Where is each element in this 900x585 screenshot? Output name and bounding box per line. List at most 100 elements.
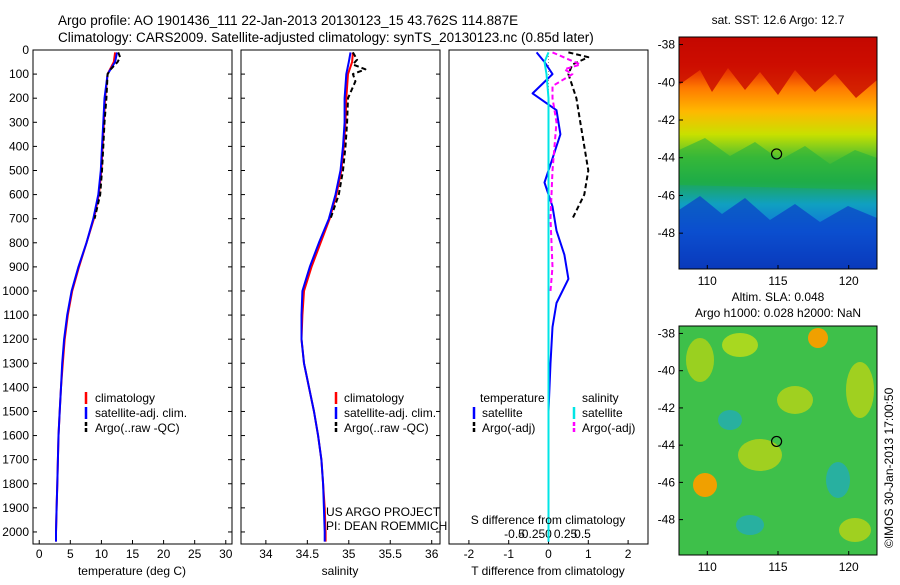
map-x-tick-label: 110: [698, 274, 717, 288]
difference-series: [531, 51, 590, 542]
sla-map-panel: Altim. SLA: 0.048 Argo h1000: 0.028 h200…: [658, 290, 878, 574]
depth-tick-label: 1200: [2, 332, 29, 346]
series-line-temperature-satellite: [531, 51, 570, 542]
temperature-panel: 0100200300400500600700800900100011001200…: [2, 43, 232, 578]
temperature-plot-frame: [32, 49, 233, 545]
x-tick-label: 30: [219, 547, 233, 561]
legend-label-sal-argo: Argo(-adj): [582, 421, 635, 435]
sla-anomaly: [693, 473, 717, 497]
top-tick-label: 0.25: [554, 527, 578, 541]
x-tick-label: 35: [342, 547, 356, 561]
legend-label-argo: Argo(..raw -QC): [344, 421, 429, 435]
sst-warm-front: [679, 37, 877, 98]
header-line-2: Climatology: CARS2009. Satellite-adjuste…: [58, 30, 594, 45]
legend-label-argo: Argo(..raw -QC): [95, 421, 180, 435]
temperature-axis: 0 5 10 15 20 25 30: [36, 540, 233, 561]
credit-text: ©IMOS 30-Jan-2013 17:00:50: [882, 387, 896, 548]
sla-anomaly: [839, 518, 871, 542]
legend-label-satellite: satellite-adj. clim.: [95, 406, 187, 420]
map-y-tick-label: -46: [658, 188, 676, 202]
difference-panel: -2 -1 0 1 2 -0.5-0.25 0 0.250.5 T difference f…: [448, 49, 649, 578]
x-tick-label: 5: [67, 547, 74, 561]
depth-tick-label: 500: [9, 163, 29, 177]
temperature-legend: climatology satellite-adj. clim. Argo(..…: [84, 391, 187, 435]
legend-label-temp-satellite: satellite: [482, 406, 523, 420]
depth-tick-label: 1600: [2, 429, 29, 443]
depth-tick-label: 200: [9, 91, 29, 105]
x-tick-label: -2: [464, 547, 475, 561]
sla-anomaly: [826, 462, 850, 498]
x-tick-label: 0: [36, 547, 43, 561]
sla-anomaly: [777, 386, 813, 414]
top-tick-label: -0.25: [518, 527, 546, 541]
temperature-series: [55, 52, 122, 542]
header-line-1: Argo profile: AO 1901436_111 22-Jan-2013…: [58, 13, 518, 28]
legend-label-climatology: climatology: [95, 391, 155, 405]
depth-tick-label: 0: [22, 43, 29, 57]
temperature-xlabel: temperature (deg C): [78, 564, 186, 578]
legend-label-sal-satellite: satellite: [582, 406, 623, 420]
depth-tick-label: 1700: [2, 453, 29, 467]
s-difference-xlabel: S difference from climatology: [471, 513, 626, 527]
sla-anomaly: [722, 333, 758, 357]
series-line-salinity-satellite: [543, 52, 550, 542]
depth-tick-label: 1500: [2, 404, 29, 418]
series-line-argo-raw-qc-: [329, 51, 367, 220]
legend-title-salinity: salinity: [582, 391, 619, 405]
x-tick-label: 15: [126, 547, 140, 561]
depth-tick-label: 800: [9, 236, 29, 250]
top-tick-label: -0.5: [504, 527, 525, 541]
t-difference-xlabel: T difference from climatology: [471, 564, 625, 578]
sst-map-panel: sat. SST: 12.6 Argo: 12.7 110 115 120 -38 -4…: [658, 13, 878, 288]
salinity-series: [300, 51, 367, 542]
sst-map-axes: 110 115 120 -38 -40 -42 -44 -46 -48: [658, 38, 859, 288]
sla-map-title-1: Altim. SLA: 0.048: [732, 290, 825, 304]
depth-tick-label: 400: [9, 139, 29, 153]
x-tick-label: 36: [425, 547, 439, 561]
sla-float-position-marker: [770, 435, 783, 448]
map-y-tick-label: -40: [658, 75, 676, 89]
map-y-tick-label: -38: [658, 326, 676, 340]
salinity-depth-ticks: [241, 49, 440, 533]
depth-tick-label: 1900: [2, 501, 29, 515]
x-tick-label: 20: [157, 547, 171, 561]
x-tick-label: 10: [95, 547, 109, 561]
difference-legend: temperature salinity satellite Argo(-adj…: [472, 391, 635, 435]
sla-map-title-2: Argo h1000: 0.028 h2000: NaN: [695, 306, 861, 320]
x-tick-label: 25: [188, 547, 202, 561]
depth-tick-label: 900: [9, 260, 29, 274]
salinity-xlabel: salinity: [322, 564, 359, 578]
sla-anomaly: [718, 410, 742, 430]
map-x-tick-label: 120: [839, 274, 859, 288]
depth-tick-label: 1300: [2, 356, 29, 370]
depth-tick-label: 1800: [2, 477, 29, 491]
legend-label-climatology: climatology: [344, 391, 404, 405]
depth-tick-label: 1400: [2, 380, 29, 394]
map-y-tick-label: -48: [658, 226, 676, 240]
project-annotation: US ARGO PROJECT: [326, 505, 441, 519]
legend-label-satellite: satellite-adj. clim.: [344, 406, 436, 420]
sst-cold-front: [679, 196, 877, 269]
sla-anomaly: [808, 328, 828, 348]
x-tick-label: 0: [545, 547, 552, 561]
x-tick-label: 1: [585, 547, 592, 561]
map-y-tick-label: -42: [658, 401, 676, 415]
depth-tick-label: 300: [9, 115, 29, 129]
depth-tick-label: 100: [9, 67, 29, 81]
sst-green-band: [679, 138, 877, 190]
sla-map-axes: 110 115 120 -38 -40 -42 -44 -46 -48: [658, 326, 859, 574]
x-tick-label: 35.5: [379, 547, 403, 561]
depth-tick-label: 2000: [2, 525, 29, 539]
sla-anomaly: [736, 515, 764, 535]
t-difference-axis: -2 -1 0 1 2: [464, 540, 632, 561]
pi-annotation: PI: DEAN ROEMMICH: [326, 519, 447, 533]
map-y-tick-label: -44: [658, 438, 676, 452]
map-x-tick-label: 115: [768, 560, 787, 574]
sla-anomaly: [846, 362, 874, 418]
map-y-tick-label: -38: [658, 38, 676, 52]
depth-tick-label: 600: [9, 188, 29, 202]
sst-map-title: sat. SST: 12.6 Argo: 12.7: [712, 13, 845, 27]
top-tick-label: 0.5: [574, 527, 591, 541]
x-tick-label: 34: [259, 547, 273, 561]
